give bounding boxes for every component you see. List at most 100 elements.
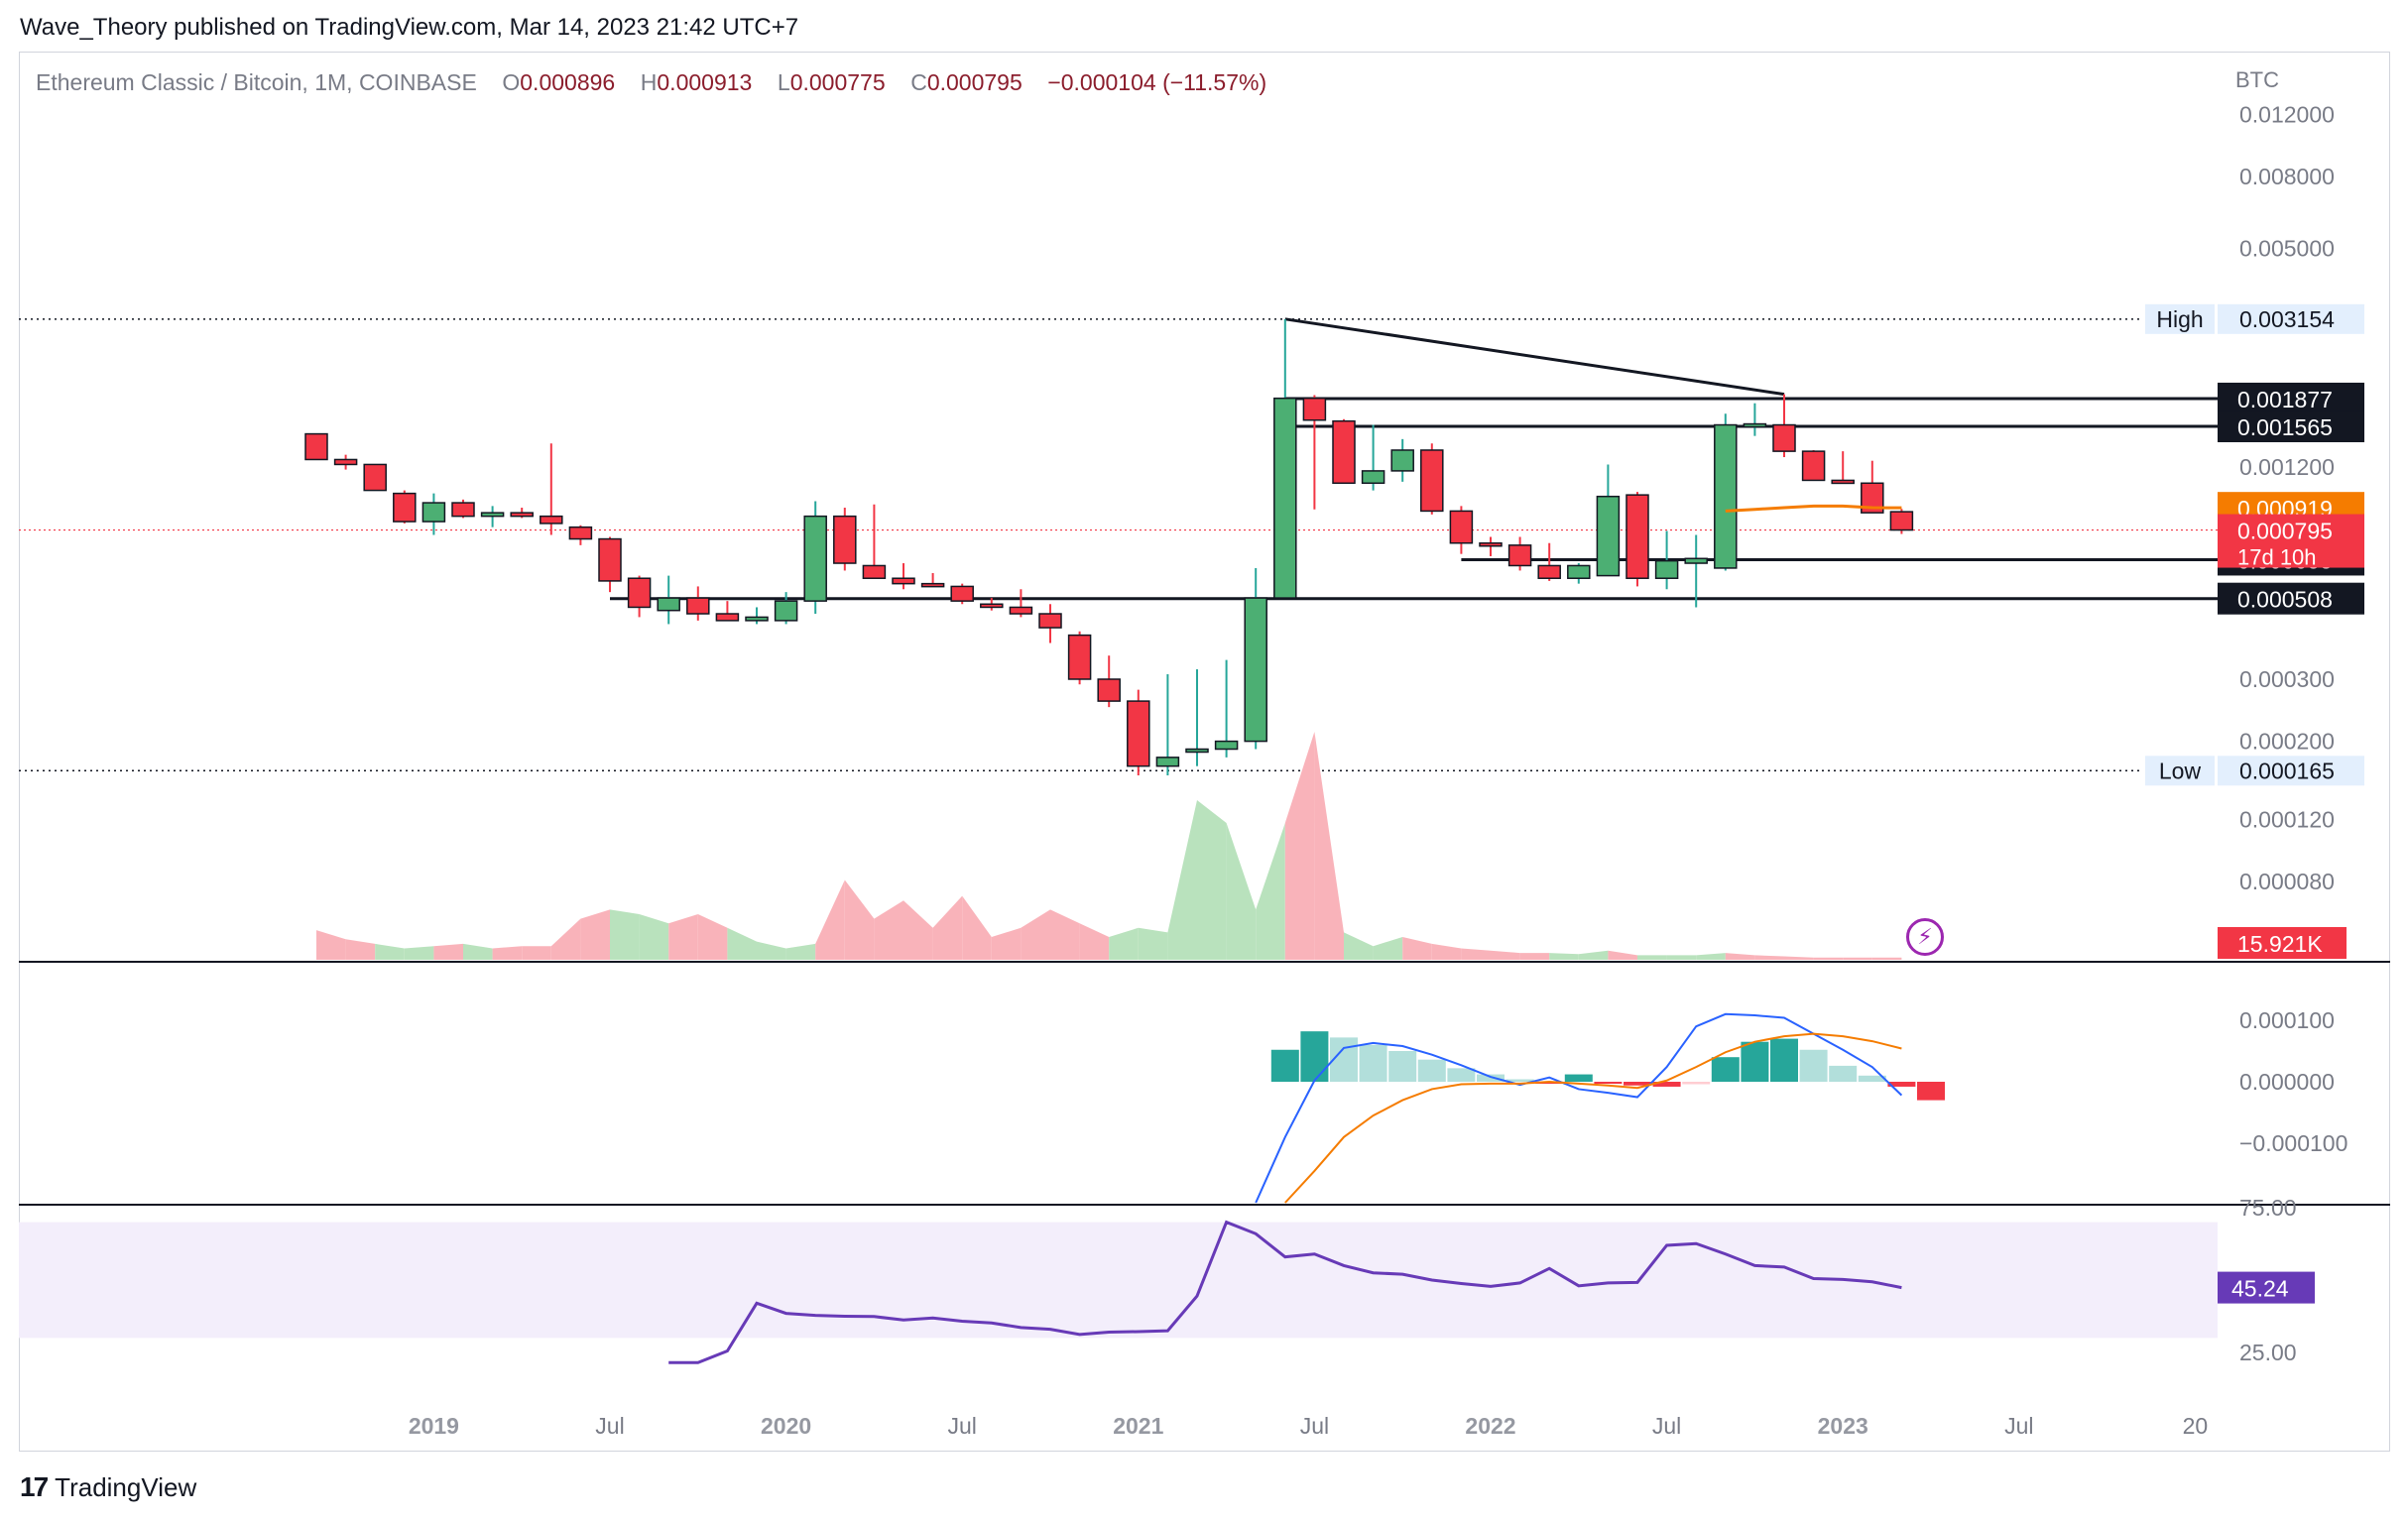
price-axis-tick: 0.001200	[2239, 454, 2335, 480]
volume-area-segment	[1725, 953, 1755, 960]
candle-body	[1127, 700, 1150, 767]
candle-body	[1507, 544, 1532, 567]
volume-area-segment	[1871, 957, 1902, 960]
candle-body	[1449, 510, 1474, 544]
candle-body	[1332, 419, 1356, 485]
macd-histogram-bar	[1711, 1057, 1740, 1082]
chart-frame	[19, 52, 2390, 1452]
volume-area-segment	[522, 946, 551, 960]
candle-body	[774, 600, 798, 622]
macd-histogram-bar	[1917, 1082, 1945, 1101]
volume-area-segment	[1167, 800, 1197, 960]
volume-area-segment	[463, 943, 493, 960]
macd-histogram-bar	[1477, 1074, 1505, 1082]
volume-value-bg	[2218, 927, 2347, 959]
macd-histogram-bar	[1829, 1065, 1858, 1082]
macd-axis-tick: 0.000000	[2239, 1069, 2335, 1095]
candle-body	[1537, 564, 1561, 579]
macd-histogram-bar	[1447, 1068, 1476, 1082]
price-axis-tick: 0.000080	[2239, 869, 2335, 894]
macd-signal-line	[1284, 1032, 1902, 1204]
volume-area-segment	[1461, 948, 1491, 960]
rsi-axis-tick: 25.00	[2239, 1340, 2297, 1365]
time-axis-tick: 20	[2183, 1413, 2209, 1439]
volume-area-segment	[1784, 956, 1814, 960]
level-tag-label: Low	[2159, 758, 2202, 783]
candle-body	[1302, 397, 1327, 421]
tradingview-footer[interactable]: 17 TradingView	[20, 1471, 196, 1503]
volume-area-segment	[757, 941, 786, 960]
macd-histogram-bar	[1505, 1079, 1534, 1082]
volume-value: 15.921K	[2237, 931, 2323, 957]
level-value: 0.001565	[2237, 414, 2333, 440]
time-axis-tick: 2023	[1818, 1413, 1868, 1439]
candle-body	[980, 603, 1004, 609]
macd-axis-tick: −0.000100	[2239, 1130, 2348, 1156]
macd-histogram-bar	[1624, 1082, 1651, 1086]
candle-body	[745, 616, 769, 622]
volume-area-segment	[1813, 957, 1844, 960]
volume-area-segment	[580, 909, 610, 960]
level-value-bg	[2218, 410, 2364, 443]
candle-body	[568, 526, 593, 540]
time-axis-tick: 2020	[761, 1413, 811, 1439]
candle-body	[1214, 740, 1239, 751]
volume-area-segment	[727, 927, 757, 960]
volume-area-segment	[874, 900, 903, 960]
volume-area-segment	[345, 939, 376, 960]
time-axis-tick: Jul	[1652, 1413, 1681, 1439]
candle-body	[657, 597, 680, 612]
volume-area-segment	[1402, 937, 1432, 960]
volume-area-segment	[610, 909, 640, 960]
level-tag-label: High	[2156, 306, 2203, 332]
price-axis-tick: 0.000200	[2239, 729, 2335, 755]
candle-body	[627, 577, 652, 609]
level-value: 0.000165	[2239, 758, 2335, 783]
level-value-bg	[2218, 303, 2364, 334]
volume-area-segment	[1666, 955, 1697, 960]
candle-body	[1420, 449, 1444, 513]
candle-body	[540, 515, 563, 525]
candle-body	[1038, 613, 1062, 629]
volume-area-segment	[1578, 950, 1609, 960]
current-price-bg	[2218, 514, 2364, 568]
volume-area-segment	[815, 879, 845, 960]
volume-area-segment	[1079, 923, 1110, 960]
macd-axis-tick: 0.000100	[2239, 1007, 2335, 1033]
candle-body	[1390, 449, 1414, 472]
volume-area-segment	[1256, 823, 1285, 960]
time-axis-tick: Jul	[595, 1413, 624, 1439]
volume-area-segment	[962, 895, 992, 960]
time-axis-tick: Jul	[1300, 1413, 1329, 1439]
legend-close-value: 0.000795	[926, 69, 1023, 95]
volume-area-segment	[1138, 927, 1168, 960]
candle-body	[1625, 494, 1649, 579]
candle-body	[1244, 597, 1267, 743]
candle-body	[393, 492, 417, 523]
volume-area-segment	[844, 879, 875, 960]
rsi-value-bg	[2218, 1271, 2315, 1304]
rsi-value: 45.24	[2231, 1276, 2289, 1302]
candle-body	[892, 577, 915, 585]
candle-body	[1479, 541, 1503, 547]
candle-body	[1596, 495, 1621, 577]
volume-area-segment	[404, 946, 434, 960]
volume-area-segment	[1608, 950, 1637, 960]
candle-body	[1009, 606, 1033, 615]
volume-area-segment	[1491, 950, 1520, 960]
macd-histogram-bar	[1417, 1059, 1446, 1082]
level-value: 0.003154	[2239, 306, 2335, 332]
level-value-bg	[2218, 756, 2364, 786]
candle-body	[451, 502, 475, 518]
volume-area-segment	[550, 918, 581, 960]
moving-average-line	[1725, 504, 1902, 513]
lightning-icon[interactable]: ⚡	[1906, 918, 1944, 956]
candle-body	[920, 582, 945, 588]
legend-symbol: Ethereum Classic / Bitcoin, 1M, COINBASE	[36, 69, 477, 95]
volume-area-segment	[1197, 800, 1227, 960]
trendline	[1284, 317, 1785, 397]
volume-area-segment	[1344, 932, 1374, 960]
price-axis-tick: 0.000300	[2239, 666, 2335, 692]
volume-area-segment	[316, 930, 346, 960]
